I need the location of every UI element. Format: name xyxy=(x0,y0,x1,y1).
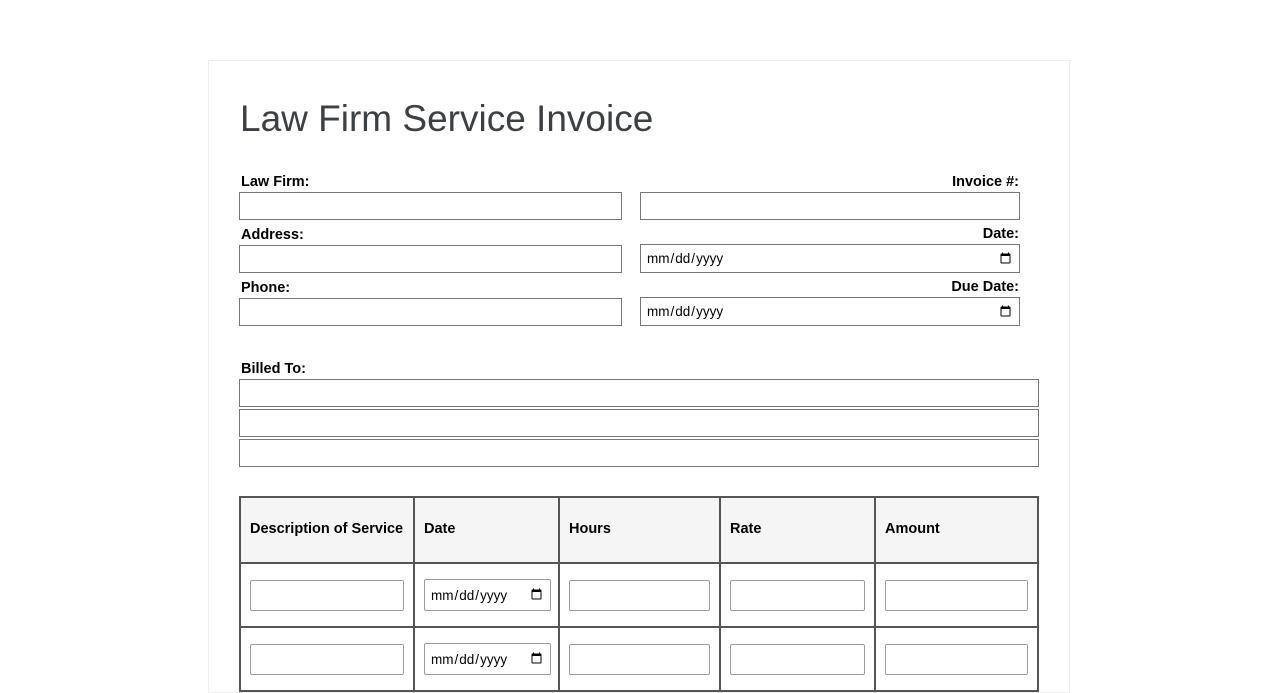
row-2-amount-input[interactable] xyxy=(885,643,1028,675)
invoice-page: Law Firm Service Invoice Law Firm: Addre… xyxy=(208,60,1070,693)
law-firm-info-column: Law Firm: Address: Phone: xyxy=(239,174,622,332)
column-header-date: Date xyxy=(413,496,560,565)
billed-to-line-3[interactable] xyxy=(239,439,1039,468)
page-title: Law Firm Service Invoice xyxy=(240,98,654,139)
column-header-hours: Hours xyxy=(558,496,721,565)
billed-to-section: Billed To: xyxy=(239,361,1039,468)
cell-description xyxy=(239,562,415,629)
invoice-number-input[interactable] xyxy=(640,191,1020,220)
billed-to-lines xyxy=(239,379,1039,468)
invoice-header-info: Law Firm: Address: Phone: Invoice #: Dat… xyxy=(239,174,1039,332)
cell-hours xyxy=(558,562,721,629)
row-1-hours-input[interactable] xyxy=(569,579,710,611)
address-input[interactable] xyxy=(239,244,622,273)
phone-input[interactable] xyxy=(239,298,622,327)
invoice-date-label: Date: xyxy=(982,225,1019,242)
row-2-hours-input[interactable] xyxy=(569,643,710,675)
cell-description xyxy=(239,626,415,693)
column-header-rate: Rate xyxy=(719,496,876,565)
phone-field: Phone: xyxy=(239,279,622,327)
row-2-rate-input[interactable] xyxy=(730,643,865,675)
address-field: Address: xyxy=(239,227,622,273)
cell-amount xyxy=(874,562,1039,629)
table-header-row: Description of Service Date Hours Rate A… xyxy=(239,496,1039,565)
invoice-number-field: Invoice #: xyxy=(640,174,1020,220)
cell-rate xyxy=(719,562,876,629)
invoice-date-input[interactable] xyxy=(640,243,1020,273)
billed-to-line-1[interactable] xyxy=(239,379,1039,408)
cell-rate xyxy=(719,626,876,693)
invoice-meta-column: Invoice #: Date: Due Date: xyxy=(640,174,1020,332)
table-row xyxy=(239,626,1039,693)
cell-hours xyxy=(558,626,721,693)
row-2-date-input[interactable] xyxy=(424,643,551,676)
table-row xyxy=(239,562,1039,629)
billed-to-label: Billed To: xyxy=(241,361,306,378)
address-label: Address: xyxy=(241,226,304,243)
billed-to-line-2[interactable] xyxy=(239,409,1039,438)
row-1-rate-input[interactable] xyxy=(730,579,865,611)
law-firm-input[interactable] xyxy=(239,191,622,220)
law-firm-label: Law Firm: xyxy=(241,173,310,190)
phone-label: Phone: xyxy=(241,279,291,296)
row-2-description-input[interactable] xyxy=(250,643,404,675)
column-header-description: Description of Service xyxy=(239,496,415,565)
invoice-number-label: Invoice #: xyxy=(952,173,1019,190)
invoice-date-field: Date: xyxy=(640,226,1020,273)
row-1-date-input[interactable] xyxy=(424,579,551,612)
row-1-description-input[interactable] xyxy=(250,579,404,611)
row-1-amount-input[interactable] xyxy=(885,579,1028,611)
cell-date xyxy=(413,562,560,629)
cell-amount xyxy=(874,626,1039,693)
services-table: Description of Service Date Hours Rate A… xyxy=(239,496,1039,693)
due-date-label: Due Date: xyxy=(951,278,1019,295)
column-header-amount: Amount xyxy=(874,496,1039,565)
law-firm-field: Law Firm: xyxy=(239,174,622,220)
due-date-input[interactable] xyxy=(640,297,1020,327)
due-date-field: Due Date: xyxy=(640,278,1020,327)
cell-date xyxy=(413,626,560,693)
